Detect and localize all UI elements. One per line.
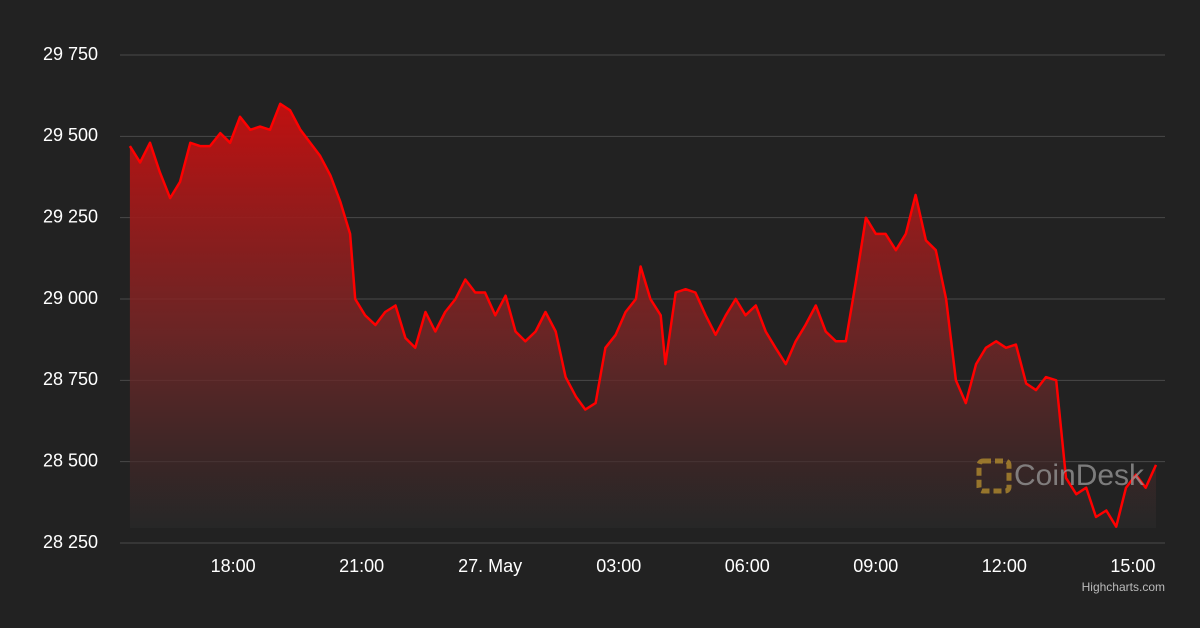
area-fill: [129, 103, 1156, 529]
x-tick-label: 06:00: [725, 556, 770, 576]
watermark-group: CoinDesk: [976, 458, 1145, 494]
y-tick-label: 28 250: [43, 532, 98, 552]
y-tick-label: 29 500: [43, 125, 98, 145]
x-tick-label: 21:00: [339, 556, 384, 576]
x-tick-label: 09:00: [853, 556, 898, 576]
x-tick-label: 15:00: [1110, 556, 1155, 576]
price-line: [128, 102, 1158, 528]
x-tick-label: 18:00: [211, 556, 256, 576]
y-tick-label: 29 750: [43, 44, 98, 64]
x-tick-label: 27. May: [458, 556, 522, 576]
y-tick-label: 28 500: [43, 450, 98, 470]
y-tick-label: 29 250: [43, 206, 98, 226]
y-tick-label: 28 750: [43, 369, 98, 389]
watermark: CoinDesk: [1014, 459, 1145, 492]
credits: Highcharts.com: [1082, 580, 1165, 594]
x-tick-label: 12:00: [982, 556, 1027, 576]
plot: [128, 102, 1158, 529]
y-tick-label: 29 000: [43, 288, 98, 308]
x-tick-label: 03:00: [596, 556, 641, 576]
watermark-logo: [976, 458, 1012, 494]
